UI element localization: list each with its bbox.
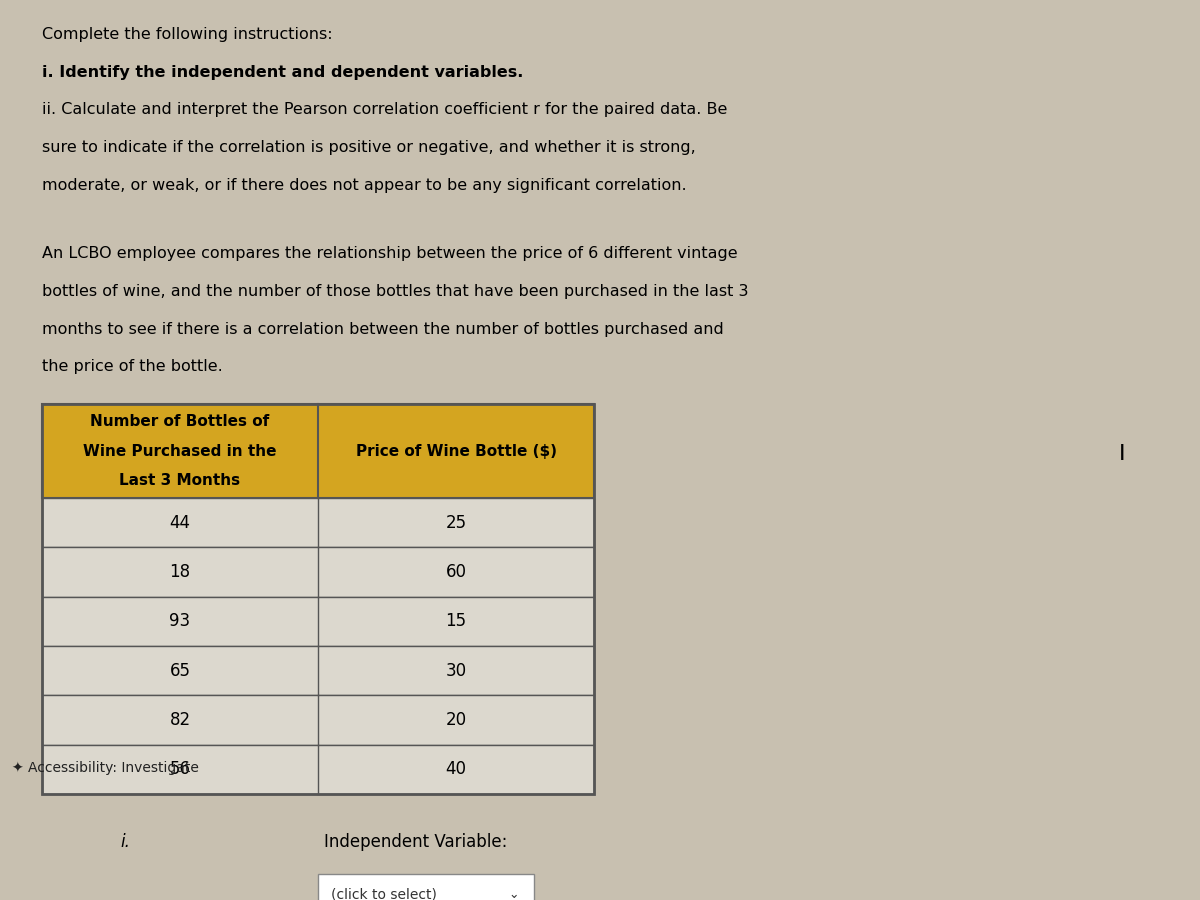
Text: 65: 65 — [169, 662, 191, 680]
Text: 15: 15 — [445, 612, 467, 630]
Text: I: I — [1118, 444, 1126, 464]
Text: months to see if there is a correlation between the number of bottles purchased : months to see if there is a correlation … — [42, 321, 724, 337]
FancyBboxPatch shape — [42, 547, 594, 597]
Text: Price of Wine Bottle ($): Price of Wine Bottle ($) — [355, 444, 557, 459]
Text: i. Identify the independent and dependent variables.: i. Identify the independent and dependen… — [42, 65, 523, 80]
FancyBboxPatch shape — [42, 597, 594, 646]
Text: Wine Purchased in the: Wine Purchased in the — [83, 444, 277, 459]
Text: 18: 18 — [169, 563, 191, 581]
Text: 82: 82 — [169, 711, 191, 729]
FancyBboxPatch shape — [42, 696, 594, 744]
FancyBboxPatch shape — [42, 744, 594, 794]
Text: ii. Calculate and interpret the Pearson correlation coefficient r for the paired: ii. Calculate and interpret the Pearson … — [42, 103, 727, 118]
Text: Independent Variable:: Independent Variable: — [324, 833, 508, 851]
Text: An LCBO employee compares the relationship between the price of 6 different vint: An LCBO employee compares the relationsh… — [42, 247, 738, 262]
FancyBboxPatch shape — [42, 646, 594, 696]
Text: 93: 93 — [169, 612, 191, 630]
Text: 44: 44 — [169, 514, 191, 532]
FancyBboxPatch shape — [42, 499, 594, 547]
Text: bottles of wine, and the number of those bottles that have been purchased in the: bottles of wine, and the number of those… — [42, 284, 749, 299]
Text: moderate, or weak, or if there does not appear to be any significant correlation: moderate, or weak, or if there does not … — [42, 177, 686, 193]
Text: Number of Bottles of: Number of Bottles of — [90, 414, 270, 429]
Text: Complete the following instructions:: Complete the following instructions: — [42, 27, 332, 42]
Text: the price of the bottle.: the price of the bottle. — [42, 359, 223, 374]
FancyBboxPatch shape — [318, 875, 534, 900]
Text: i.: i. — [120, 833, 130, 851]
Text: 25: 25 — [445, 514, 467, 532]
Text: 40: 40 — [445, 760, 467, 778]
Text: 20: 20 — [445, 711, 467, 729]
Text: 56: 56 — [169, 760, 191, 778]
Text: sure to indicate if the correlation is positive or negative, and whether it is s: sure to indicate if the correlation is p… — [42, 140, 696, 155]
FancyBboxPatch shape — [42, 404, 594, 499]
Text: 60: 60 — [445, 563, 467, 581]
Text: (click to select): (click to select) — [331, 887, 437, 900]
Text: ✦ Accessibility: Investigate: ✦ Accessibility: Investigate — [12, 760, 199, 775]
Text: ⌄: ⌄ — [509, 888, 518, 900]
Text: Last 3 Months: Last 3 Months — [120, 473, 240, 489]
Text: 30: 30 — [445, 662, 467, 680]
